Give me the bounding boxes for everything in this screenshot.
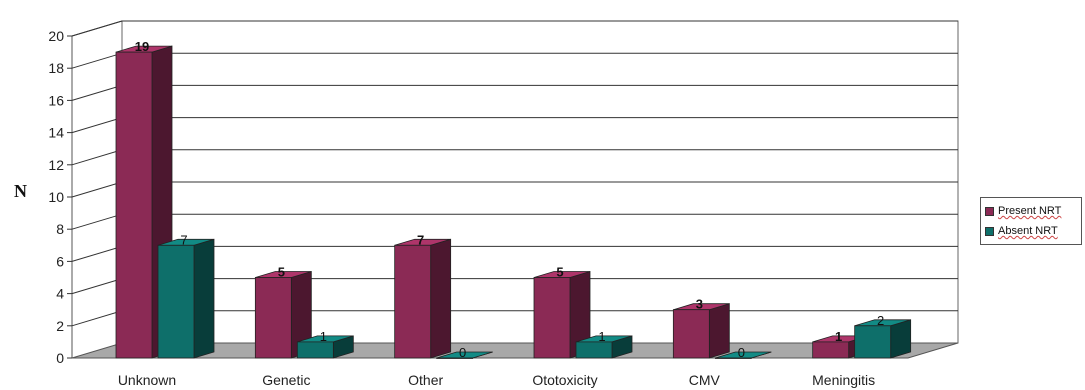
y-tick-label: 2 [56,318,64,334]
y-tick-label: 16 [48,92,64,108]
bars [115,45,912,359]
y-tick-label: 18 [48,60,64,76]
bar-ototoxicity-present [533,270,591,359]
bar-genetic-absent [296,335,354,359]
legend: Present NRT Absent NRT [980,197,1082,245]
legend-label-present: Present NRT [998,205,1062,217]
bar-other-present [394,238,452,359]
bar-cmv-present [672,303,730,359]
y-tick-label: 4 [56,286,64,302]
data-label: 0 [459,345,466,360]
bar-ototoxicity-absent [575,335,633,359]
data-labels: 19 7 5 1 7 0 5 1 3 0 1 2 [135,39,885,360]
category-label: Genetic [262,372,310,388]
category-label: Ototoxicity [532,372,597,388]
category-label: Other [408,372,443,388]
data-label: 2 [877,313,884,328]
data-label: 1 [598,329,605,344]
y-tick-label: 10 [48,189,64,205]
y-tick-label: 6 [56,253,64,269]
bar-unknown-absent [157,238,215,359]
category-label: Unknown [118,372,176,388]
category-labels: Unknown Genetic Other Ototoxicity CMV Meningi… [118,372,875,388]
legend-item-present: Present NRT [985,205,1061,217]
legend-swatch-absent [985,226,994,236]
y-tick-label: 20 [48,28,64,44]
y-tick-label: 14 [48,125,64,141]
legend-label-absent: Absent NRT [998,225,1058,237]
data-label: 19 [135,39,149,54]
legend-item-absent: Absent NRT [985,225,1058,237]
bar-genetic-present [254,270,312,359]
category-label: Meningitis [812,372,875,388]
bar-meningitis-absent [854,319,912,359]
data-label: 5 [556,265,563,280]
gridline [71,20,958,37]
category-label: CMV [689,372,721,388]
data-label: 1 [320,329,327,344]
data-label: 5 [278,265,285,280]
y-tick-label: 0 [56,350,64,366]
data-label: 7 [417,232,424,247]
data-label: 0 [738,345,745,360]
data-label: 1 [835,329,842,344]
bar-unknown-present [115,45,173,359]
legend-swatch-present [985,206,994,216]
y-tick-label: 8 [56,221,64,237]
y-axis: 0 2 4 6 8 10 12 14 16 18 20 [48,28,72,366]
data-label: 3 [696,297,703,312]
bar-cmv-absent [714,351,772,359]
data-label: 7 [180,232,187,247]
y-tick-label: 12 [48,157,64,173]
y-axis-label: N [14,181,27,201]
bar-other-absent [436,351,493,359]
